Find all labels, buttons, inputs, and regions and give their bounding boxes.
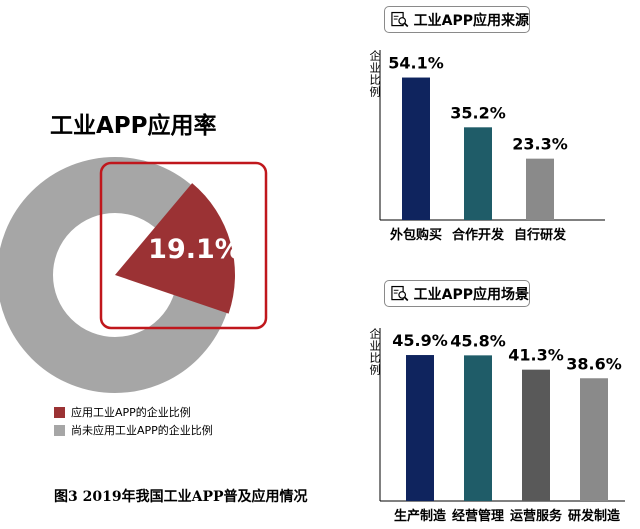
bar-3	[580, 378, 608, 501]
legend-label-applied: 应用工业APP的企业比例	[71, 406, 191, 419]
bar-0	[406, 355, 434, 501]
legend-swatch-not-applied	[54, 424, 65, 436]
bar-value-label-1: 45.8%	[450, 331, 506, 350]
category-label-2: 运营服务	[510, 508, 563, 524]
category-label-1: 经营管理	[452, 508, 504, 524]
category-label-0: 生产制造	[394, 508, 447, 524]
legend-label-not-applied: 尚未应用工业APP的企业比例	[71, 424, 213, 437]
bar-1	[464, 355, 492, 501]
donut-segment-applied	[115, 183, 235, 314]
figure-caption: 图3 2019年我国工业APP普及应用情况	[54, 489, 308, 505]
bar-value-label-0: 45.9%	[392, 331, 448, 350]
bar-value-label-0: 54.1%	[388, 54, 444, 73]
bar-2	[522, 369, 550, 501]
donut-data-label: 19.1%	[148, 234, 242, 265]
scene-panel-ylabel: 企业比例	[368, 328, 381, 376]
source-panel-ylabel: 企业比例	[368, 50, 381, 98]
bar-0	[402, 77, 430, 220]
bar-value-label-1: 35.2%	[450, 103, 506, 122]
bar-2	[526, 158, 554, 220]
bar-value-label-2: 41.3%	[508, 346, 564, 365]
source-panel-title: 工业APP应用来源	[413, 12, 529, 29]
source-panel-title-box: 工业APP应用来源	[384, 6, 530, 33]
source-bar-chart: 54.1% 外包购买 35.2% 合作开发 23.3% 自行研发	[379, 50, 605, 243]
category-label-3: 研发制造	[568, 508, 621, 524]
rate-chart-title: 工业APP应用率	[50, 113, 217, 139]
rate-donut-chart: 19.1%	[0, 157, 268, 393]
scene-panel-title-box: 工业APP应用场景	[384, 280, 530, 307]
highlight-frame	[99, 161, 268, 330]
category-label-1: 合作开发	[452, 227, 505, 243]
legend-item-applied: 应用工业APP的企业比例	[54, 404, 191, 420]
magnifier-document-icon	[391, 285, 409, 301]
category-label-2: 自行研发	[514, 227, 567, 243]
scene-panel-title: 工业APP应用场景	[413, 286, 529, 303]
legend-item-not-applied: 尚未应用工业APP的企业比例	[54, 422, 213, 438]
magnifier-document-icon	[391, 11, 409, 27]
scene-bar-chart: 45.9% 生产制造 45.8% 经营管理 41.3% 运营服务 38.6% 研发制造	[379, 328, 625, 524]
category-label-0: 外包购买	[389, 227, 442, 243]
legend-swatch-applied	[54, 406, 65, 418]
bar-value-label-3: 38.6%	[566, 354, 622, 373]
bar-value-label-2: 23.3%	[512, 135, 568, 154]
bar-1	[464, 127, 492, 220]
